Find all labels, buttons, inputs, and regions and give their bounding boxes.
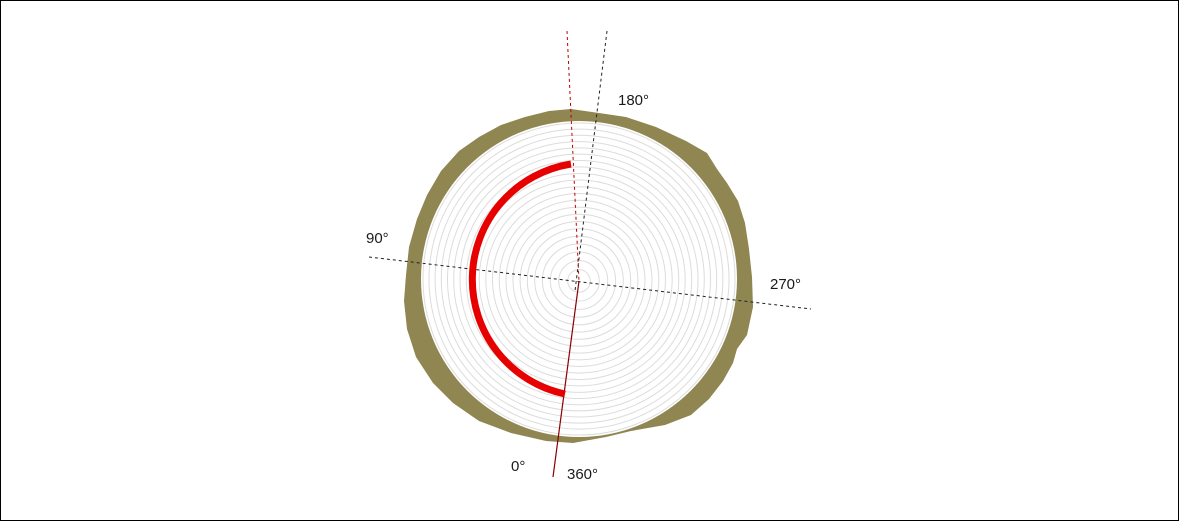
growth-ring — [558, 260, 600, 302]
growth-ring — [447, 147, 711, 412]
growth-ring — [512, 213, 646, 347]
growth-ring — [567, 269, 591, 293]
growth-ring — [434, 134, 724, 424]
growth-ring — [485, 186, 673, 374]
growth-rings — [422, 122, 736, 436]
growth-ring — [453, 153, 705, 406]
growth-ring — [541, 243, 617, 318]
red-axis-lower — [552, 280, 580, 478]
growth-ring — [465, 166, 693, 393]
highlighted-arc — [468, 160, 572, 398]
growth-ring — [498, 199, 660, 361]
growth-ring — [428, 128, 730, 430]
growth-ring — [549, 251, 609, 310]
growth-ring — [422, 122, 736, 436]
growth-ring — [440, 141, 718, 418]
growth-ring — [526, 228, 632, 333]
growth-ring — [492, 193, 666, 367]
growth-ring — [459, 160, 699, 400]
label-360: 360° — [567, 466, 598, 483]
black-axis-vertical — [574, 30, 608, 292]
growth-ring — [505, 206, 653, 354]
growth-ring — [478, 179, 680, 381]
label-0: 0° — [511, 458, 525, 475]
black-axis-horizontal — [368, 256, 812, 310]
label-90: 90° — [366, 230, 389, 247]
growth-ring — [519, 220, 639, 340]
label-180: 180° — [618, 92, 649, 109]
label-270: 270° — [770, 276, 801, 293]
growth-ring — [534, 235, 624, 326]
